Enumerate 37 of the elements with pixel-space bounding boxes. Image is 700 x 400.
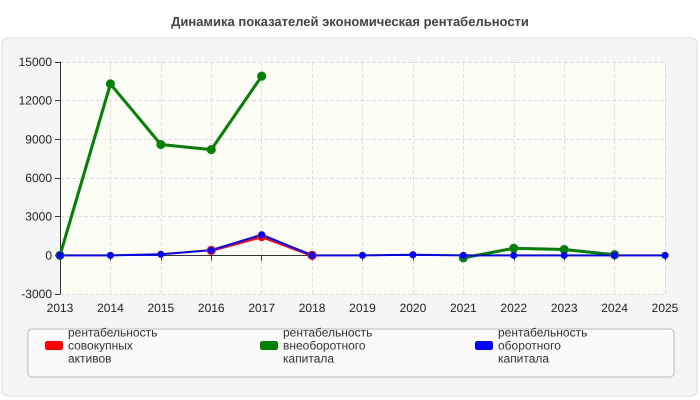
point xyxy=(510,252,518,259)
y-tick-label: -3000 xyxy=(21,287,52,301)
x-tick-label: 2021 xyxy=(450,301,478,315)
point xyxy=(206,145,216,154)
point xyxy=(157,250,164,258)
x-tick-label: 2019 xyxy=(349,301,376,315)
x-tick-label: 2018 xyxy=(298,301,326,315)
point xyxy=(106,252,114,259)
x-tick-label: 2015 xyxy=(147,301,175,315)
point xyxy=(156,140,166,149)
x-tick-label: 2017 xyxy=(248,301,276,315)
point xyxy=(460,252,467,259)
x-tick-label: 2023 xyxy=(550,301,578,315)
point xyxy=(106,79,115,88)
point xyxy=(257,72,266,81)
legend-label: рентабельность совокупных активов xyxy=(68,326,161,366)
y-tick-label: 9000 xyxy=(25,132,52,146)
y-tick-label: 3000 xyxy=(25,210,52,224)
point xyxy=(560,252,568,259)
legend-label: рентабельность оборотного капитала xyxy=(498,326,591,366)
x-tick-label: 2016 xyxy=(198,301,225,315)
x-tick-label: 2025 xyxy=(652,301,679,315)
point xyxy=(359,252,366,259)
point xyxy=(409,251,416,258)
x-tick-label: 2014 xyxy=(97,301,124,315)
legend-label: рентабельность внеоборотного капитала xyxy=(283,326,376,366)
point xyxy=(258,231,266,238)
point xyxy=(509,244,518,253)
x-tick-label: 2022 xyxy=(500,301,528,315)
chart-title: Динамика показателей экономическая рентабельности xyxy=(171,14,529,29)
y-tick-label: 6000 xyxy=(25,171,52,185)
x-tick-label: 2024 xyxy=(601,301,628,315)
y-tick-label: 15000 xyxy=(18,55,52,69)
y-tick-label: 0 xyxy=(45,248,52,262)
x-tick-label: 2013 xyxy=(46,301,74,315)
y-tick-label: 12000 xyxy=(18,94,52,108)
x-tick-label: 2020 xyxy=(400,301,427,315)
